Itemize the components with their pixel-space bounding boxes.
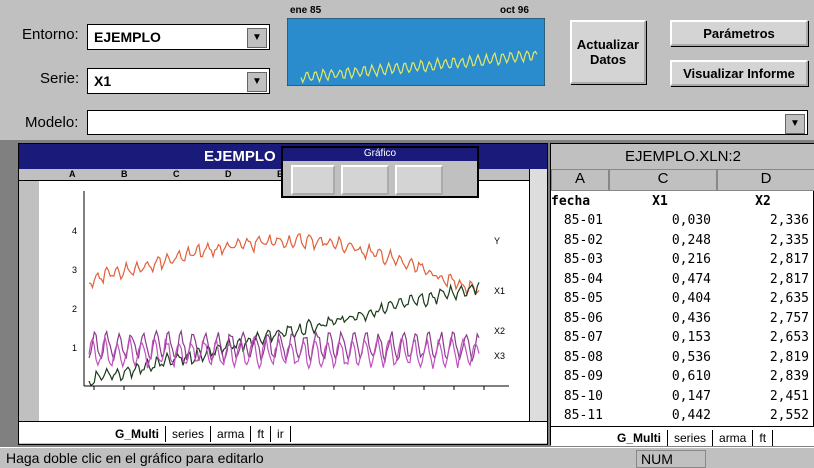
sheet-tab[interactable]: G_Multi xyxy=(611,430,668,446)
column-letter: C xyxy=(173,169,180,179)
mini-chart-start: ene 85 xyxy=(290,5,321,16)
cell: 0,404 xyxy=(609,291,711,306)
cell: 0,442 xyxy=(609,408,711,423)
tool-button[interactable] xyxy=(395,165,443,195)
cell: 0,153 xyxy=(609,330,711,345)
cell: 85-03 xyxy=(551,252,603,267)
cell: 2,336 xyxy=(717,213,809,228)
mini-chart[interactable] xyxy=(287,18,545,86)
cell: 2,817 xyxy=(717,272,809,287)
cell: 0,030 xyxy=(609,213,711,228)
cell: 2,653 xyxy=(717,330,809,345)
sheet-tab[interactable]: arma xyxy=(713,430,753,446)
cell: 2,635 xyxy=(717,291,809,306)
cell: 0,436 xyxy=(609,311,711,326)
button[interactable]: Actualizar Datos xyxy=(570,20,646,84)
dropdown-button[interactable]: ▼ xyxy=(247,72,267,92)
y-tick-label: 1 xyxy=(72,343,77,353)
column-header: D xyxy=(717,169,814,191)
column-letter: D xyxy=(225,169,232,179)
tool-button[interactable] xyxy=(291,165,335,195)
value: EJEMPLO xyxy=(94,29,161,45)
series-label: X2 xyxy=(494,326,505,336)
sheet-tab[interactable]: series xyxy=(166,426,211,442)
sheet-tab[interactable]: arma xyxy=(211,426,251,442)
cell: 2,451 xyxy=(717,389,809,404)
column-header: A xyxy=(551,169,609,191)
cell: 0,536 xyxy=(609,350,711,365)
label: Serie: xyxy=(40,70,79,87)
cell: 85-04 xyxy=(551,272,603,287)
cell: 85-01 xyxy=(551,213,603,228)
mini-chart-end: oct 96 xyxy=(500,5,529,16)
column-header: C xyxy=(609,169,717,191)
serie-select[interactable]: X1 ▼ xyxy=(87,68,270,94)
entorno-select[interactable]: EJEMPLO ▼ xyxy=(87,24,270,50)
sheet-tab[interactable]: ft xyxy=(251,426,271,442)
y-tick-label: 2 xyxy=(72,304,77,314)
dropdown-button[interactable]: ▼ xyxy=(247,28,267,48)
column-letter: B xyxy=(121,169,128,179)
status-message: Haga doble clic en el gráfico para edita… xyxy=(6,450,264,466)
cell: 0,610 xyxy=(609,369,711,384)
cell: 0,248 xyxy=(609,233,711,248)
cell: 2,817 xyxy=(717,252,809,267)
cell: 85-11 xyxy=(551,408,603,423)
status-indicator: NUM xyxy=(636,450,706,468)
button[interactable]: Parámetros xyxy=(670,20,808,46)
window-title: EJEMPLO xyxy=(204,148,276,165)
title-bar: EJEMPLO.XLN:2 xyxy=(551,144,814,169)
sheet-tab[interactable]: series xyxy=(668,430,713,446)
series-label: Y xyxy=(494,236,500,246)
cell: 2,757 xyxy=(717,311,809,326)
modelo-select[interactable]: ▼ xyxy=(87,110,808,135)
cell: 85-02 xyxy=(551,233,603,248)
palette-tools xyxy=(283,161,477,199)
value: X1 xyxy=(94,73,111,89)
window-title: EJEMPLO.XLN:2 xyxy=(625,148,741,165)
y-tick-label: 3 xyxy=(72,265,77,275)
cell: 85-05 xyxy=(551,291,603,306)
cell: 2,552 xyxy=(717,408,809,423)
chart[interactable]: 4 3 2 1 Y X1 X2 X3 xyxy=(39,181,529,421)
header-cell: X2 xyxy=(717,194,809,209)
label: Modelo: xyxy=(25,114,78,131)
cell: 0,147 xyxy=(609,389,711,404)
series-label: X1 xyxy=(494,286,505,296)
cell: 2,819 xyxy=(717,350,809,365)
header-cell: X1 xyxy=(609,194,711,209)
sheet-tab[interactable]: G_Multi xyxy=(109,426,166,442)
screen: Entorno: EJEMPLO ▼ Serie: X1 ▼ ene 85 oct … xyxy=(0,0,814,468)
column-letter: A xyxy=(69,169,76,179)
cell: 85-10 xyxy=(551,389,603,404)
status-bar: Haga doble clic en el gráfico para edita… xyxy=(0,447,814,468)
button[interactable]: Visualizar Informe xyxy=(670,60,808,86)
dropdown-button[interactable]: ▼ xyxy=(785,114,805,134)
y-tick-label: 4 xyxy=(72,226,77,236)
label: Entorno: xyxy=(22,26,79,43)
cell: 0,474 xyxy=(609,272,711,287)
sheet-tab[interactable]: ir xyxy=(271,426,291,442)
cell: 85-09 xyxy=(551,369,603,384)
chart-palette: Gráfico xyxy=(281,146,479,198)
cell: 85-08 xyxy=(551,350,603,365)
scrollbar[interactable] xyxy=(529,169,547,421)
series-label: X3 xyxy=(494,351,505,361)
cell: 85-07 xyxy=(551,330,603,345)
cell: 2,839 xyxy=(717,369,809,384)
cell: 85-06 xyxy=(551,311,603,326)
tool-button[interactable] xyxy=(341,165,389,195)
cell: 2,335 xyxy=(717,233,809,248)
header-cell: fecha xyxy=(551,194,603,209)
toolbar: Entorno: EJEMPLO ▼ Serie: X1 ▼ ene 85 oct … xyxy=(0,0,814,140)
palette-title: Gráfico xyxy=(283,148,477,161)
cell: 0,216 xyxy=(609,252,711,267)
sheet-tab[interactable]: ft xyxy=(753,430,773,446)
